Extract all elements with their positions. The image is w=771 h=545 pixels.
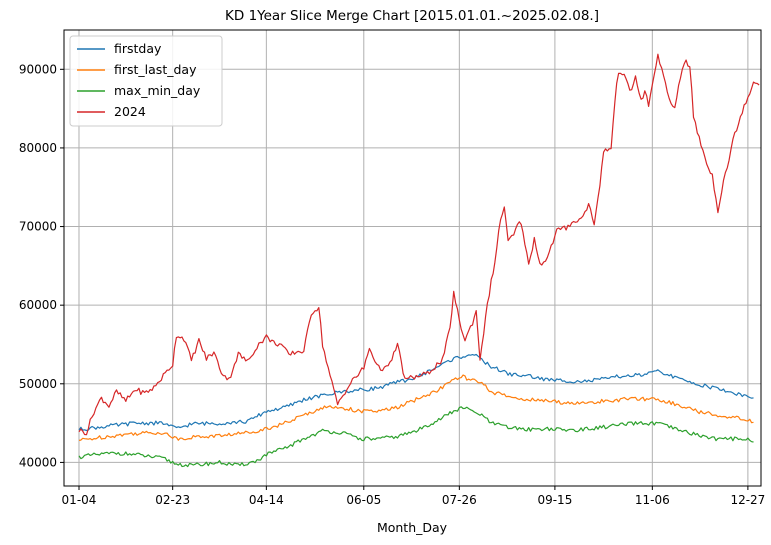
plot-frame xyxy=(63,29,762,487)
y-tick-label: 70000 xyxy=(19,220,57,234)
series-line-first_last_day xyxy=(78,374,754,441)
y-tick-label: 80000 xyxy=(19,141,57,155)
x-tick-label: 02-23 xyxy=(155,493,190,507)
x-tick-label: 12-27 xyxy=(730,493,765,507)
y-axis: 40000 50000 60000 70000 80000 90000 xyxy=(19,62,64,469)
legend-frame xyxy=(69,35,223,127)
y-tick-label: 50000 xyxy=(19,377,57,391)
x-tick-label: 04-14 xyxy=(249,493,284,507)
legend-entry: max_min_day xyxy=(114,83,201,98)
legend: firstday first_last_day max_min_day 2024 xyxy=(69,35,223,127)
x-tick-label: 01-04 xyxy=(62,493,97,507)
y-tick-label: 40000 xyxy=(19,455,57,469)
legend-entry: firstday xyxy=(114,41,162,56)
legend-entry: 2024 xyxy=(114,104,146,119)
x-tick-label: 11-06 xyxy=(635,493,670,507)
legend-entry: first_last_day xyxy=(114,62,197,77)
y-tick-label: 90000 xyxy=(19,62,57,76)
x-tick-label: 07-26 xyxy=(442,493,477,507)
y-tick-label: 60000 xyxy=(19,298,57,312)
series-line-2024 xyxy=(78,53,760,436)
series-layer xyxy=(78,53,760,468)
x-tick-label: 06-05 xyxy=(346,493,381,507)
chart-title: KD 1Year Slice Merge Chart [2015.01.01.~… xyxy=(225,8,599,24)
grid-lines xyxy=(64,30,761,486)
x-axis-label: Month_Day xyxy=(377,520,448,535)
x-axis: 01-04 02-23 04-14 06-05 07-26 09-15 11-06 12-27 xyxy=(62,486,765,507)
x-tick-label: 09-15 xyxy=(537,493,572,507)
series-line-max_min_day xyxy=(78,406,754,468)
